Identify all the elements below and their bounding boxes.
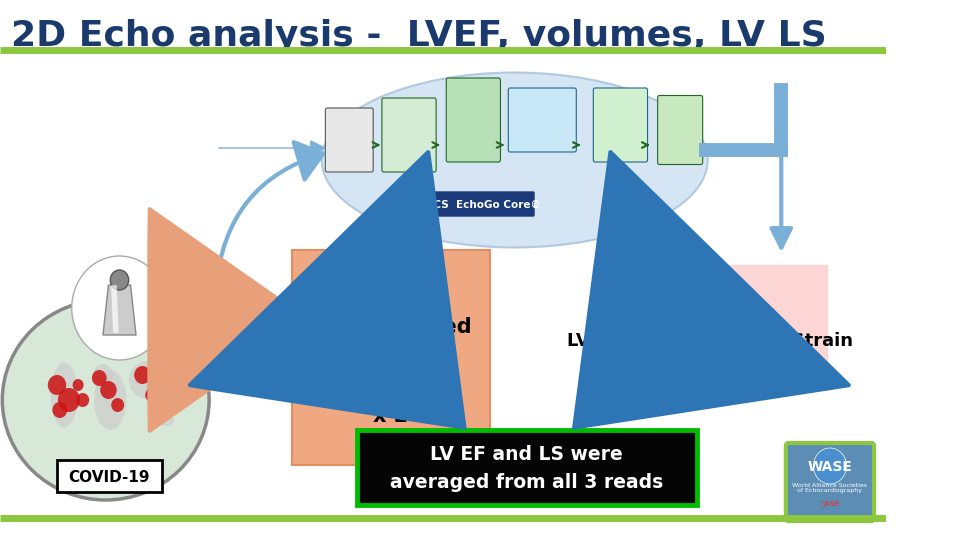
Ellipse shape [322,73,708,248]
Text: ⓤLTROMICS  EchoGo Core©: ⓤLTROMICS EchoGo Core© [384,199,541,209]
FancyBboxPatch shape [593,265,827,390]
Polygon shape [103,285,136,335]
Ellipse shape [50,362,78,427]
Ellipse shape [128,360,174,400]
Text: LV EF and LS were
averaged from all 3 reads: LV EF and LS were averaged from all 3 re… [390,444,663,492]
FancyBboxPatch shape [446,78,500,162]
Text: World Alliance Societies
of Echocardiography: World Alliance Societies of Echocardiogr… [792,482,868,493]
FancyBboxPatch shape [786,443,874,521]
FancyBboxPatch shape [357,430,697,505]
Text: WASE: WASE [808,460,852,474]
FancyBboxPatch shape [657,96,703,164]
Circle shape [71,256,168,360]
Circle shape [100,381,117,399]
Ellipse shape [93,364,113,386]
FancyBboxPatch shape [593,88,648,162]
Circle shape [72,379,84,391]
Circle shape [814,448,846,484]
Ellipse shape [94,370,126,430]
Text: COVID-19: COVID-19 [68,470,150,485]
FancyBboxPatch shape [389,192,534,216]
Circle shape [111,398,124,412]
FancyBboxPatch shape [292,250,490,465]
Text: AI-based
LVEF and longitudinal Strain: AI-based LVEF and longitudinal Strain [567,306,852,350]
Circle shape [110,270,128,290]
Circle shape [146,388,158,402]
Text: Standard
Echo certified
readers

x 2: Standard Echo certified readers x 2 [309,288,472,426]
Circle shape [148,374,164,390]
Circle shape [52,402,67,418]
FancyBboxPatch shape [326,108,373,172]
Text: 2D Echo analysis -  LVEF, volumes, LV LS: 2D Echo analysis - LVEF, volumes, LV LS [11,19,827,53]
Circle shape [48,375,67,395]
FancyBboxPatch shape [57,460,162,492]
Circle shape [134,366,150,384]
Circle shape [92,370,107,386]
FancyArrowPatch shape [216,142,323,287]
Circle shape [76,393,89,407]
Text: ⒶASE: ⒶASE [820,500,840,507]
FancyBboxPatch shape [382,98,436,172]
Ellipse shape [157,414,174,426]
FancyBboxPatch shape [508,88,576,152]
Ellipse shape [2,300,209,500]
Circle shape [58,388,80,412]
